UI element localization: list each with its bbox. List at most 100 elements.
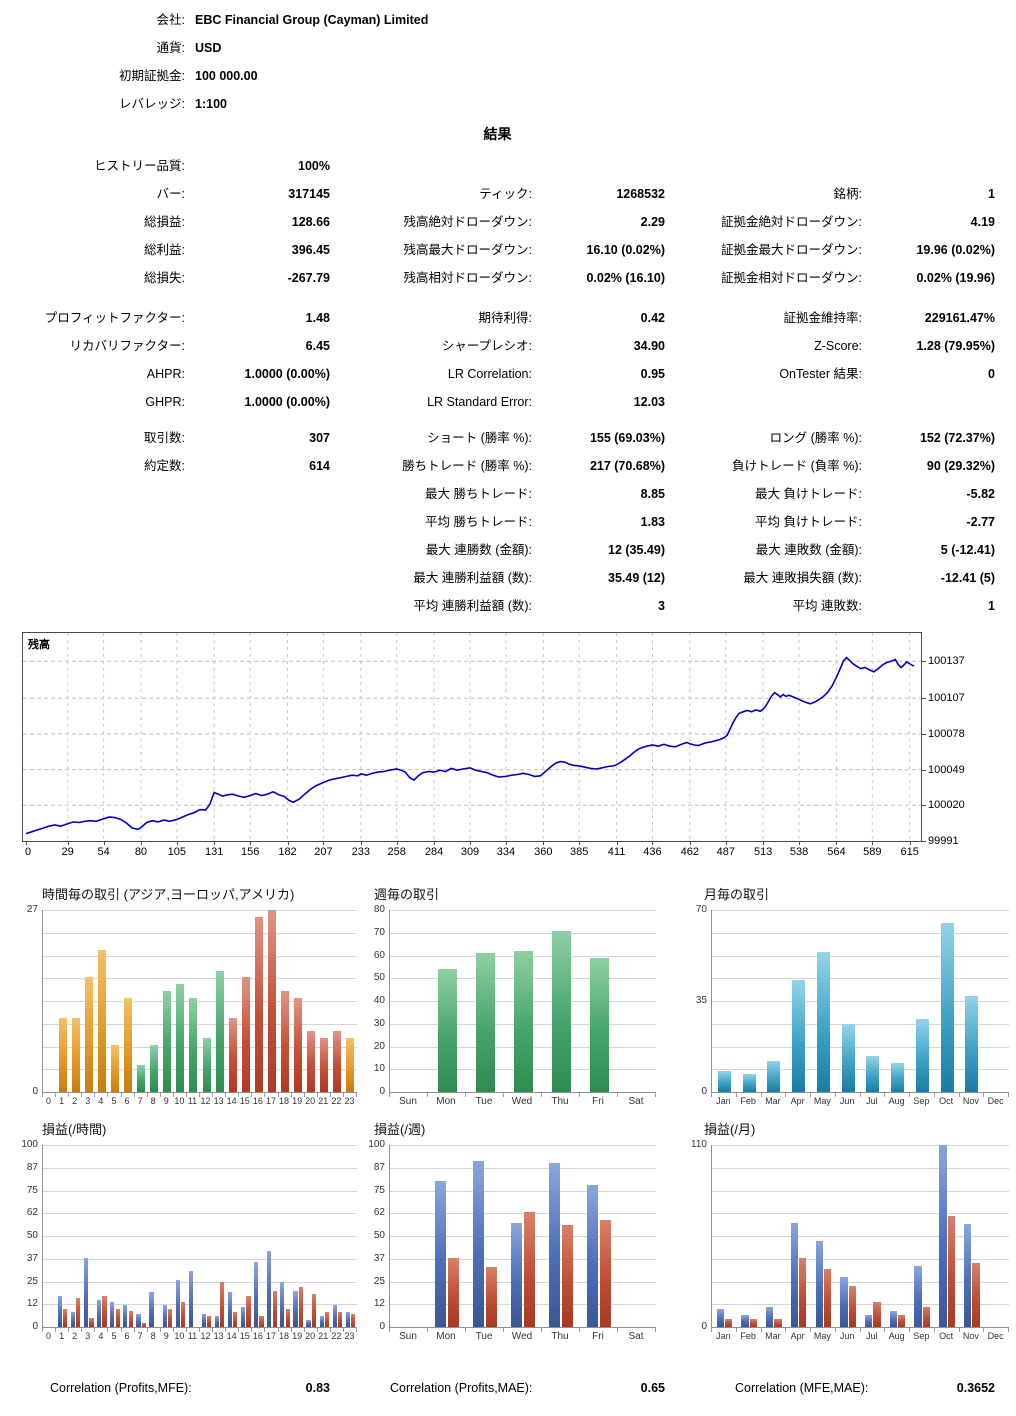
stat-label: 証拠金維持率:: [783, 311, 862, 325]
bar: [281, 990, 290, 1092]
x-axis-label: 21: [318, 1096, 329, 1106]
x-axis-label: 19: [292, 1331, 303, 1341]
loss-bar: [233, 1312, 238, 1327]
profit-bar: [319, 1316, 324, 1327]
stat-value: 100%: [298, 159, 330, 173]
stat-label: OnTester 結果:: [779, 367, 862, 381]
x-axis-label: 23: [344, 1331, 355, 1341]
x-axis-label: Sun: [399, 1331, 417, 1342]
initial-deposit-row: 初期証拠金: 100 000.00: [0, 62, 1016, 90]
x-axis-label: 20: [305, 1096, 316, 1106]
x-axis-label: Sun: [399, 1096, 417, 1107]
y-axis-label: 87: [26, 1161, 38, 1173]
stats-row: 総損益: 128.66 残高絶対ドローダウン: 2.29 証拠金絶対ドローダウン: 4.1…: [0, 208, 995, 236]
grid-line: [712, 1281, 1009, 1283]
leverage-row: レバレッジ: 1:100: [0, 90, 1016, 118]
bar: [202, 1038, 211, 1092]
x-axis-tick: [81, 1328, 83, 1332]
stat-label: 銘柄:: [833, 187, 862, 201]
bar: [267, 910, 276, 1092]
grid-line: [712, 932, 1009, 934]
chart-pl-by-month: [711, 1145, 1009, 1328]
x-axis-label: Fri: [592, 1331, 604, 1342]
stat-value: 19.96 (0.02%): [916, 243, 995, 257]
x-axis-label: 4: [98, 1096, 104, 1106]
profit-bar: [815, 1241, 823, 1327]
profit-bar: [241, 1307, 246, 1327]
grid-line: [43, 1001, 357, 1002]
x-axis-tick: [238, 1093, 240, 1097]
stat-value: [185, 508, 330, 536]
stat-label: シャープレシオ:: [441, 339, 532, 353]
balance-x-tick: [836, 841, 838, 845]
stat-value: 307: [309, 431, 330, 445]
x-axis-label: 13: [213, 1096, 224, 1106]
stats-row: 最大 連勝利益額 (数): 35.49 (12) 最大 連敗損失額 (数): -12.…: [0, 564, 995, 592]
stat-value: 34.90: [633, 339, 665, 353]
bar: [333, 1031, 342, 1092]
x-axis-tick: [541, 1093, 542, 1097]
y-axis-label: 100: [368, 1139, 385, 1150]
x-axis-tick: [277, 1328, 279, 1332]
stat-value: 3: [658, 599, 665, 613]
x-axis-label: 3: [85, 1096, 91, 1106]
x-axis-tick: [342, 1328, 344, 1332]
y-axis-label: 50: [373, 1230, 385, 1241]
x-axis-label: Jan: [716, 1096, 731, 1106]
profit-bar: [332, 1305, 337, 1327]
report-header: 会社: EBC Financial Group (Cayman) Limited…: [0, 6, 1016, 118]
x-axis-label: Jun: [839, 1096, 855, 1106]
grid-line: [390, 1213, 656, 1215]
grid-line: [390, 1167, 656, 1169]
correlation-profits-mfe-value: 0.83: [305, 1381, 330, 1395]
stats-row: 約定数: 614 勝ちトレード (勝率 %): 217 (70.68%) 負けトレード …: [0, 452, 995, 480]
x-axis-tick: [655, 1328, 656, 1332]
stat-label: 残高最大ドローダウン:: [403, 243, 532, 257]
stat-label: 取引数:: [144, 431, 185, 445]
balance-y-axis-label: 100020: [928, 799, 965, 812]
x-axis-label: Wed: [511, 1331, 533, 1342]
grid-line: [712, 1046, 1009, 1048]
y-axis-label: 37: [26, 1252, 38, 1264]
stat-label: [665, 388, 862, 416]
x-axis-tick: [356, 1328, 357, 1332]
x-axis-label: Dec: [987, 1096, 1004, 1106]
company-value: EBC Financial Group (Cayman) Limited: [195, 13, 429, 27]
grid-line: [43, 1213, 357, 1215]
x-axis-label: 10: [174, 1096, 185, 1106]
x-axis-tick: [133, 1093, 135, 1097]
y-axis-label: 50: [373, 972, 385, 984]
bar: [294, 997, 303, 1092]
x-axis-tick: [251, 1328, 253, 1332]
stat-value: 229161.47%: [924, 311, 995, 325]
x-axis-label: Mon: [436, 1331, 456, 1342]
stat-value: 0.02% (19.96): [916, 271, 995, 285]
x-axis-tick: [617, 1093, 618, 1097]
x-axis-label: 17: [265, 1096, 277, 1106]
loss-bar: [947, 1216, 955, 1327]
x-axis-label: 22: [331, 1331, 342, 1341]
bar: [346, 1038, 355, 1092]
x-axis-tick: [760, 1328, 762, 1332]
x-axis-tick: [711, 1328, 712, 1332]
grid-line: [43, 1167, 357, 1169]
x-axis-tick: [884, 1328, 886, 1332]
stats-row: 最大 連勝数 (金額): 12 (35.49) 最大 連敗数 (金額): 5 (-12…: [0, 536, 995, 564]
balance-x-axis-label: 131: [205, 846, 224, 858]
loss-bar: [128, 1310, 133, 1327]
profit-bar: [97, 1299, 102, 1327]
stat-label: 平均 勝ちトレード:: [425, 515, 532, 529]
grid-line: [712, 1304, 1009, 1306]
bar: [891, 1063, 905, 1092]
x-axis-label: Fri: [592, 1096, 604, 1107]
y-axis-label: 40: [373, 995, 385, 1006]
x-axis-tick: [711, 1093, 712, 1097]
y-axis-label: 25: [26, 1275, 38, 1287]
x-axis-label: 5: [111, 1331, 117, 1341]
grid-line: [43, 932, 357, 934]
stat-label: 最大 負けトレード:: [755, 487, 862, 501]
stat-value: 1.28 (79.95%): [916, 339, 995, 353]
balance-x-tick: [140, 841, 142, 845]
chart-pl-by-weekday: [389, 1145, 656, 1328]
profit-bar: [70, 1312, 76, 1327]
